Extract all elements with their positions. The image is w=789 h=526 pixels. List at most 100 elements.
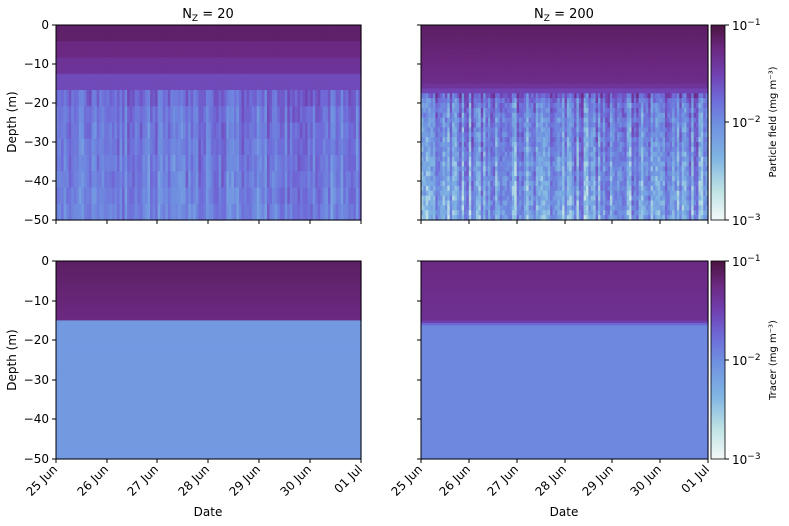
heatmap-cell bbox=[590, 54, 594, 60]
heatmap-cell bbox=[430, 68, 434, 75]
heatmap-cell bbox=[595, 146, 599, 153]
heatmap-cell bbox=[350, 90, 354, 107]
heatmap-cell bbox=[254, 57, 258, 75]
heatmap-cell bbox=[256, 73, 260, 91]
heatmap-cell bbox=[557, 59, 561, 65]
heatmap-cell bbox=[574, 112, 578, 119]
heatmap-cell bbox=[540, 215, 544, 221]
heatmap-cell bbox=[629, 181, 633, 187]
heatmap-cell bbox=[626, 73, 630, 80]
heatmap-cell bbox=[78, 155, 83, 172]
heatmap-cell bbox=[101, 155, 105, 172]
heatmap-cell bbox=[483, 78, 487, 85]
heatmap-cell bbox=[545, 151, 549, 158]
heatmap-cell bbox=[531, 103, 535, 109]
heatmap-cell bbox=[428, 25, 432, 31]
heatmap-cell bbox=[487, 132, 491, 138]
heatmap-cell bbox=[76, 155, 80, 172]
heatmap-cell bbox=[473, 215, 477, 221]
heatmap-cell bbox=[193, 73, 197, 91]
heatmap-cell bbox=[272, 155, 276, 172]
heatmap-cell bbox=[590, 73, 594, 80]
heatmap-cell bbox=[507, 39, 511, 46]
heatmap-cell bbox=[251, 122, 255, 140]
heatmap-cell bbox=[612, 39, 616, 46]
heatmap-cell bbox=[461, 64, 465, 70]
heatmap-cell bbox=[593, 29, 597, 36]
heatmap-cell bbox=[228, 57, 232, 75]
heatmap-cell bbox=[468, 112, 472, 119]
heatmap-cell bbox=[533, 78, 537, 85]
heatmap-cell bbox=[104, 187, 108, 205]
heatmap-cell bbox=[437, 132, 441, 138]
heatmap-cell bbox=[211, 106, 215, 124]
heatmap-cell bbox=[310, 90, 314, 107]
heatmap-cell bbox=[454, 49, 458, 55]
heatmap-cell bbox=[492, 103, 496, 109]
heatmap-cell bbox=[167, 90, 171, 107]
heatmap-cell bbox=[581, 93, 585, 99]
heatmap-cell bbox=[554, 215, 558, 221]
heatmap-cell bbox=[588, 146, 592, 153]
heatmap-cell bbox=[612, 195, 616, 202]
heatmap-cell bbox=[535, 64, 539, 70]
heatmap-cell bbox=[447, 161, 451, 167]
heatmap-cell bbox=[335, 187, 339, 205]
heatmap-cell bbox=[509, 151, 513, 158]
heatmap-cell bbox=[597, 132, 601, 138]
heatmap-cell bbox=[89, 122, 93, 140]
heatmap-cell bbox=[449, 215, 453, 221]
heatmap-cell bbox=[423, 166, 427, 172]
heatmap-cell bbox=[447, 98, 451, 104]
heatmap-cell bbox=[528, 195, 532, 202]
heatmap-cell bbox=[540, 44, 544, 50]
heatmap-cell bbox=[157, 171, 161, 189]
heatmap-cell bbox=[71, 25, 75, 42]
heatmap-cell bbox=[464, 88, 468, 94]
heatmap-cell bbox=[519, 78, 523, 85]
heatmap-cell bbox=[590, 142, 594, 148]
heatmap-cell bbox=[605, 59, 609, 65]
heatmap-cell bbox=[466, 88, 470, 94]
heatmap-cell bbox=[350, 138, 354, 156]
heatmap-cell bbox=[432, 68, 436, 75]
heatmap-cell bbox=[183, 122, 187, 140]
heatmap-cell bbox=[269, 90, 273, 107]
heatmap-cell bbox=[124, 25, 128, 42]
heatmap-cell bbox=[61, 138, 65, 156]
heatmap-cell bbox=[193, 203, 197, 221]
heatmap-cell bbox=[511, 117, 515, 124]
heatmap-cell bbox=[569, 39, 573, 46]
heatmap-cell bbox=[504, 78, 508, 85]
heatmap-cell bbox=[205, 187, 210, 205]
heatmap-cell bbox=[124, 171, 128, 189]
heatmap-cell bbox=[152, 41, 156, 59]
heatmap-cell bbox=[236, 106, 240, 124]
heatmap-cell bbox=[586, 83, 590, 89]
heatmap-cell bbox=[485, 103, 489, 109]
heatmap-cell bbox=[502, 176, 506, 182]
heatmap-cell bbox=[109, 155, 113, 172]
heatmap-cell bbox=[73, 122, 77, 140]
heatmap-cell bbox=[597, 34, 601, 41]
heatmap-cell bbox=[588, 93, 592, 99]
heatmap-cell bbox=[68, 73, 72, 91]
heatmap-cell bbox=[459, 215, 463, 221]
heatmap-cell bbox=[523, 83, 527, 89]
heatmap-cell bbox=[528, 93, 532, 99]
heatmap-cell bbox=[540, 49, 544, 55]
heatmap-cell bbox=[421, 39, 424, 46]
heatmap-cell bbox=[421, 137, 424, 143]
heatmap-cell bbox=[571, 54, 575, 60]
heatmap-cell bbox=[327, 155, 332, 172]
heatmap-cell bbox=[605, 83, 609, 89]
heatmap-cell bbox=[456, 88, 460, 94]
heatmap-cell bbox=[476, 137, 479, 143]
heatmap-cell bbox=[597, 68, 601, 75]
heatmap-cell bbox=[476, 171, 479, 177]
heatmap-cell bbox=[480, 161, 484, 167]
heatmap-cell bbox=[576, 166, 580, 172]
heatmap-cell bbox=[545, 54, 549, 60]
heatmap-cell bbox=[310, 187, 314, 205]
heatmap-cell bbox=[211, 25, 215, 42]
